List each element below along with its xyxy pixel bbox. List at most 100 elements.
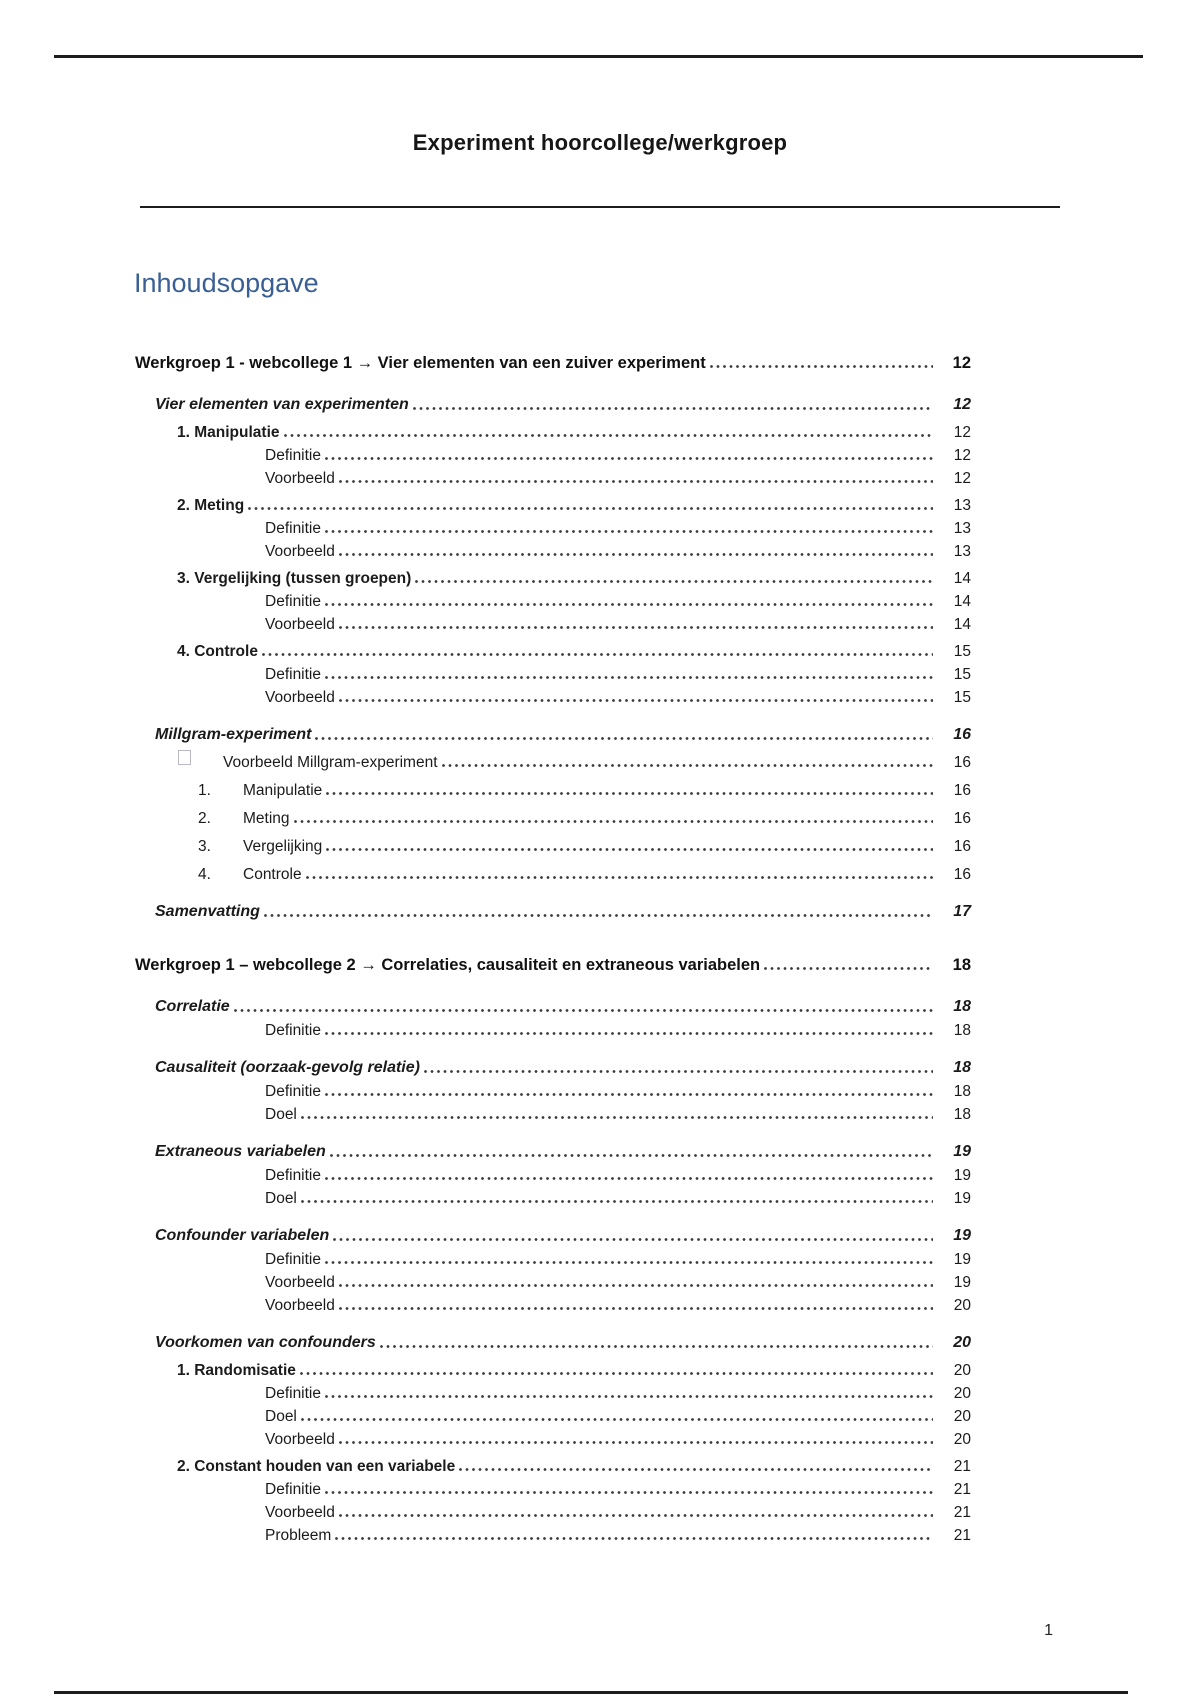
toc-entry-label: 2. Constant houden van een variabele [177, 1457, 456, 1475]
toc-page-number: 18 [953, 1082, 971, 1100]
toc-entry-label: Werkgroep 1 - webcollege 1 → Vier elemen… [135, 353, 706, 372]
toc-entry-label: Probleem [265, 1526, 332, 1544]
toc-entry[interactable]: 2. Meting 13 [135, 491, 971, 514]
toc-leader-dots [325, 1261, 933, 1264]
toc-entry[interactable]: Voorbeeld Millgram-experiment 16 [135, 746, 971, 771]
toc-entry[interactable]: Definitie 19 [135, 1161, 971, 1184]
toc-entry[interactable]: 4. Controle 15 [135, 637, 971, 660]
toc-entry[interactable]: Werkgroep 1 - webcollege 1 → Vier elemen… [135, 349, 971, 372]
toc-entry[interactable]: Doel 19 [135, 1184, 971, 1207]
toc-entry[interactable]: Correlatie 18 [135, 993, 971, 1016]
toc-page-number: 12 [953, 469, 971, 487]
toc-entry[interactable]: Definitie 14 [135, 587, 971, 610]
toc-entry-label: Voorbeeld [265, 1503, 335, 1521]
toc-entry[interactable]: Doel 18 [135, 1100, 971, 1123]
toc-leader-dots [325, 603, 933, 606]
toc-entry-label: Voorkomen van confounders [155, 1334, 376, 1352]
toc-entry-label: Definitie [265, 1250, 321, 1268]
toc-entry[interactable]: Definitie 20 [135, 1379, 971, 1402]
toc-entry-label: Confounder variabelen [155, 1227, 330, 1245]
toc-entry[interactable]: Voorbeeld 12 [135, 464, 971, 487]
toc-leader-dots [233, 1009, 933, 1012]
toc-entry[interactable]: Voorbeeld 14 [135, 610, 971, 633]
toc-leader-dots [338, 480, 933, 483]
toc-page-number: 12 [953, 446, 971, 464]
toc-leader-dots [379, 1345, 933, 1348]
toc-entry-label: Voorbeeld [265, 1430, 335, 1448]
toc-leader-dots [299, 1372, 933, 1375]
toc-entry[interactable]: Causaliteit (oorzaak-gevolg relatie) 18 [135, 1054, 971, 1077]
toc-entry[interactable]: Definitie 13 [135, 514, 971, 537]
toc-leader-dots [764, 967, 933, 970]
toc-entry[interactable]: Millgram-experiment 16 [135, 721, 971, 744]
empty-checkbox-icon [178, 750, 191, 765]
toc-entry[interactable]: Voorbeeld 21 [135, 1498, 971, 1521]
toc-entry[interactable]: Voorbeeld 20 [135, 1291, 971, 1314]
toc-entry-label: Voorbeeld [265, 1296, 335, 1314]
toc-entry-label: Definitie [265, 1384, 321, 1402]
toc-leader-dots [325, 676, 933, 679]
toc-entry[interactable]: Extraneous variabelen 19 [135, 1138, 971, 1161]
toc-entry[interactable]: Definitie 18 [135, 1077, 971, 1100]
toc-leader-dots [325, 1032, 933, 1035]
toc-entry[interactable]: Definitie 19 [135, 1245, 971, 1268]
toc-entry[interactable]: Definitie 15 [135, 660, 971, 683]
toc-entry[interactable]: Definitie 18 [135, 1016, 971, 1039]
toc-leader-dots [293, 820, 933, 823]
table-of-contents: Werkgroep 1 - webcollege 1 → Vier elemen… [135, 349, 971, 1544]
toc-page-number: 18 [953, 998, 971, 1016]
toc-entry[interactable]: Voorbeeld 13 [135, 537, 971, 560]
toc-page-number: 19 [953, 1143, 971, 1161]
toc-entry-label: Definitie [265, 592, 321, 610]
toc-leader-dots [283, 434, 933, 437]
toc-entry[interactable]: Voorbeeld 15 [135, 683, 971, 706]
toc-leader-dots [305, 876, 933, 879]
toc-page-number: 19 [953, 1227, 971, 1245]
toc-page-number: 17 [953, 903, 971, 921]
toc-page-number: 15 [953, 688, 971, 706]
toc-entry[interactable]: 3. Vergelijking 16 [135, 827, 971, 855]
toc-entry[interactable]: 4. Controle 16 [135, 855, 971, 883]
toc-entry[interactable]: 1. Manipulatie 16 [135, 771, 971, 799]
toc-entry[interactable]: 1. Randomisatie 20 [135, 1356, 971, 1379]
toc-entry[interactable]: Vier elementen van experimenten 12 [135, 391, 971, 414]
toc-entry[interactable]: Voorkomen van confounders 20 [135, 1329, 971, 1352]
toc-leader-dots [338, 1441, 933, 1444]
toc-page-number: 20 [953, 1407, 971, 1425]
toc-entry-label: Millgram-experiment [155, 726, 312, 744]
toc-page-number: 13 [953, 542, 971, 560]
toc-entry[interactable]: Definitie 21 [135, 1475, 971, 1498]
toc-page-number: 19 [953, 1189, 971, 1207]
toc-entry[interactable]: 1. Manipulatie 12 [135, 418, 971, 441]
toc-entry-label: 4. Controle [177, 642, 258, 660]
toc-page-number: 16 [953, 809, 971, 827]
toc-entry[interactable]: Confounder variabelen 19 [135, 1222, 971, 1245]
toc-entry-label: Voorbeeld Millgram-experiment [223, 753, 438, 771]
toc-leader-dots [325, 457, 933, 460]
toc-entry-label: Voorbeeld [265, 615, 335, 633]
toc-entry-label: Definitie [265, 1021, 321, 1039]
toc-entry-label: Voorbeeld [265, 688, 335, 706]
toc-entry[interactable]: 2. Constant houden van een variabele 21 [135, 1452, 971, 1475]
toc-entry[interactable]: Doel 20 [135, 1402, 971, 1425]
toc-entry-label: 3. Vergelijking (tussen groepen) [177, 569, 412, 587]
toc-page-number: 21 [953, 1503, 971, 1521]
toc-entry[interactable]: Werkgroep 1 – webcollege 2 → Correlaties… [135, 951, 971, 974]
toc-entry[interactable]: Voorbeeld 19 [135, 1268, 971, 1291]
toc-page-number: 20 [953, 1430, 971, 1448]
toc-page-number: 18 [953, 1021, 971, 1039]
toc-leader-dots [338, 626, 933, 629]
toc-entry[interactable]: 3. Vergelijking (tussen groepen) 14 [135, 564, 971, 587]
toc-leader-dots [338, 699, 933, 702]
toc-leader-dots [300, 1200, 933, 1203]
toc-entry-label: Causaliteit (oorzaak-gevolg relatie) [155, 1059, 420, 1077]
toc-entry[interactable]: Samenvatting 17 [135, 898, 971, 921]
toc-entry[interactable]: Definitie 12 [135, 441, 971, 464]
toc-entry[interactable]: 2. Meting 16 [135, 799, 971, 827]
toc-entry-label: Definitie [265, 1166, 321, 1184]
toc-item-number: 3. [198, 837, 211, 855]
toc-entry[interactable]: Voorbeeld 20 [135, 1425, 971, 1448]
toc-entry[interactable]: Probleem 21 [135, 1521, 971, 1544]
toc-page-number: 14 [953, 592, 971, 610]
toc-page-number: 18 [952, 955, 971, 974]
